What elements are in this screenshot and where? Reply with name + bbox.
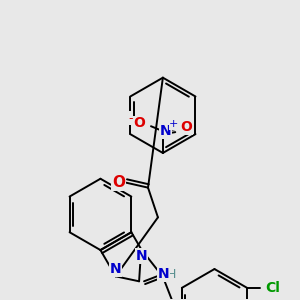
Text: N: N [135, 249, 147, 263]
Text: Cl: Cl [266, 281, 280, 295]
Text: -: - [128, 112, 132, 125]
Text: H: H [167, 268, 176, 281]
Text: O: O [181, 120, 193, 134]
Text: N: N [158, 267, 170, 281]
Text: O: O [133, 116, 145, 130]
Text: +: + [169, 119, 178, 129]
Text: N: N [160, 124, 172, 138]
Text: N: N [110, 262, 122, 276]
Text: O: O [112, 175, 125, 190]
